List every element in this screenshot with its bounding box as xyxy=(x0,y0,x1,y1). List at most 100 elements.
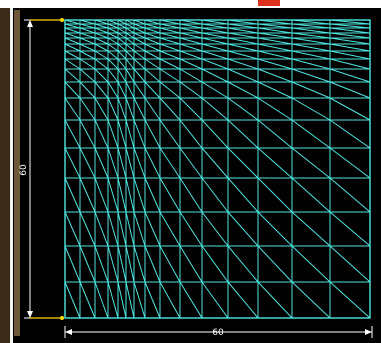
mesh-diagonal xyxy=(79,119,96,149)
mesh-diagonal xyxy=(107,97,119,121)
mesh-diagonal xyxy=(257,245,293,283)
mesh-diagonal xyxy=(179,37,203,45)
mesh-diagonal xyxy=(144,177,161,213)
mesh-diagonal xyxy=(179,177,203,213)
mesh-diagonal xyxy=(329,177,371,213)
mesh-diagonal xyxy=(107,50,119,60)
mesh-diagonal xyxy=(125,211,135,247)
mesh-diagonal xyxy=(117,58,127,70)
mesh-diagonal xyxy=(257,147,293,179)
mesh-diagonal xyxy=(291,58,331,70)
mesh-diagonal xyxy=(159,81,181,99)
mesh-diagonal xyxy=(201,43,229,52)
mesh-diagonal xyxy=(291,32,331,39)
mesh-diagonal xyxy=(201,32,229,39)
mesh-diagonal xyxy=(227,23,259,29)
mesh-diagonal xyxy=(107,58,119,70)
mesh-diagonal xyxy=(144,81,161,99)
mesh-diagonal xyxy=(179,27,203,34)
mesh-diagonal xyxy=(133,37,146,45)
mesh-diagonal xyxy=(257,32,293,39)
mesh-diagonal xyxy=(179,97,203,121)
mesh-diagonal xyxy=(257,97,293,121)
mesh-diagonal xyxy=(79,97,96,121)
mesh-diagonal xyxy=(125,81,135,99)
mesh-diagonal xyxy=(227,68,259,83)
mesh-diagonal xyxy=(329,37,371,45)
mesh-diagonal xyxy=(201,245,229,283)
mesh-diagonal xyxy=(125,58,135,70)
mesh-diagonal xyxy=(79,81,96,99)
mesh-diagonal xyxy=(79,23,96,29)
horizontal-dimension-label: 60 xyxy=(212,328,224,338)
mesh-diagonal xyxy=(257,58,293,70)
mesh-diagonal xyxy=(94,81,109,99)
mesh-diagonal xyxy=(257,50,293,60)
mesh-diagonal xyxy=(201,97,229,121)
mesh-diagonal xyxy=(107,43,119,52)
mesh-diagonal xyxy=(291,81,331,99)
mesh-diagonal xyxy=(94,281,109,319)
mesh-diagonal xyxy=(64,68,81,83)
mesh-diagonal xyxy=(133,211,146,247)
mesh-diagonal xyxy=(125,23,135,29)
mesh-diagonal xyxy=(64,27,81,34)
mesh-diagonal xyxy=(257,23,293,29)
mesh-diagonal xyxy=(257,211,293,247)
mesh-diagonal xyxy=(179,32,203,39)
mesh-diagonal xyxy=(79,147,96,179)
mesh-diagonal xyxy=(257,43,293,52)
mesh-diagonal xyxy=(64,211,81,247)
mesh-diagonal xyxy=(227,281,259,319)
mesh-diagonal xyxy=(94,27,109,34)
mesh-diagonal xyxy=(107,245,119,283)
mesh-diagonal xyxy=(125,27,135,34)
mesh-diagonal xyxy=(329,211,371,247)
mesh-diagonal xyxy=(117,43,127,52)
mesh-diagonal xyxy=(257,27,293,34)
mesh-diagonal xyxy=(64,50,81,60)
mesh-diagonal xyxy=(79,27,96,34)
mesh-diagonal xyxy=(125,32,135,39)
mesh-diagonal xyxy=(144,50,161,60)
mesh-diagonal xyxy=(144,245,161,283)
dimension-lines: 60 60 xyxy=(19,18,373,338)
mesh-diagonal xyxy=(133,58,146,70)
mesh-diagonal xyxy=(144,58,161,70)
mesh-diagonal xyxy=(201,211,229,247)
mesh-diagonal xyxy=(291,23,331,29)
mesh-diagonal xyxy=(144,43,161,52)
mesh-diagonal xyxy=(64,43,81,52)
mesh-diagonal xyxy=(201,37,229,45)
mesh-diagonal xyxy=(291,177,331,213)
mesh-diagonal xyxy=(201,119,229,149)
mesh-diagonal xyxy=(329,27,371,34)
mesh-diagonal xyxy=(107,27,119,34)
mesh-diagonal xyxy=(133,177,146,213)
mesh-diagonal xyxy=(329,32,371,39)
mesh-diagonal xyxy=(257,81,293,99)
mesh-diagonal xyxy=(107,281,119,319)
mesh-diagonal xyxy=(133,97,146,121)
mesh-diagonal xyxy=(159,281,181,319)
mesh-diagonal xyxy=(79,211,96,247)
mesh-diagonal xyxy=(201,50,229,60)
mesh-diagonal xyxy=(107,177,119,213)
mesh-diagonal xyxy=(117,68,127,83)
mesh-diagonal xyxy=(291,27,331,34)
mesh-diagonal xyxy=(64,147,81,179)
mesh-diagonal xyxy=(117,81,127,99)
mesh-diagonal xyxy=(94,37,109,45)
mesh-diagonal xyxy=(227,37,259,45)
mesh-diagonal xyxy=(117,32,127,39)
mesh-diagonal xyxy=(94,245,109,283)
mesh-diagonal xyxy=(133,43,146,52)
mesh-diagonal xyxy=(201,68,229,83)
mesh-diagonal xyxy=(159,245,181,283)
mesh-diagonal xyxy=(144,32,161,39)
mesh-diagonal xyxy=(107,37,119,45)
mesh-diagonal xyxy=(227,211,259,247)
mesh-diagonal xyxy=(125,177,135,213)
mesh-diagonal xyxy=(94,23,109,29)
